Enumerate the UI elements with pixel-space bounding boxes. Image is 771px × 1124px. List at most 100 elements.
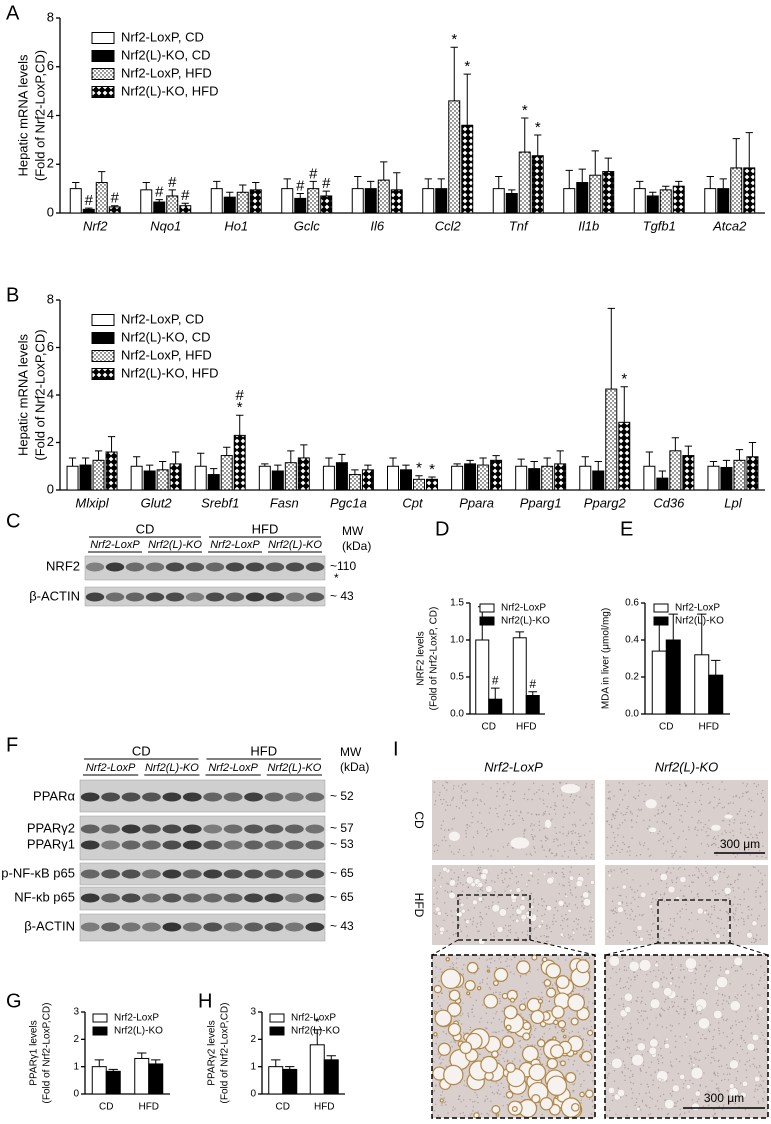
nucleus [700, 1085, 701, 1086]
nucleus [442, 1091, 443, 1092]
bar [718, 189, 729, 213]
lipid-droplet [730, 1001, 740, 1011]
significance-mark: # [155, 184, 164, 201]
lipid-droplet [698, 1018, 709, 1029]
nucleus [765, 1050, 766, 1051]
nucleus [438, 1115, 439, 1116]
nucleus [476, 926, 477, 927]
nucleus [461, 790, 462, 791]
nucleus [549, 813, 550, 814]
nucleus [663, 811, 664, 812]
nucleus [559, 883, 560, 884]
nucleus [629, 846, 630, 847]
lipid-droplet [676, 967, 678, 969]
nucleus [589, 805, 590, 806]
nucleus [496, 1082, 497, 1083]
nucleus [507, 1032, 508, 1033]
nucleus [673, 918, 674, 919]
nucleus [717, 1073, 718, 1074]
nucleus [759, 980, 760, 981]
nucleus [739, 1060, 740, 1061]
nucleus [492, 922, 493, 923]
nucleus [671, 959, 672, 960]
nucleus [530, 825, 531, 826]
nucleus [494, 881, 495, 882]
nucleus [691, 891, 692, 892]
nucleus [512, 819, 513, 820]
bar [657, 478, 668, 490]
nucleus [503, 1087, 504, 1088]
bar [336, 463, 347, 490]
nucleus [670, 872, 671, 873]
nucleus [446, 883, 447, 884]
lipid-droplet [609, 956, 620, 967]
nucleus [692, 1010, 693, 1011]
nucleus [490, 787, 491, 788]
nucleus [733, 904, 734, 905]
nucleus [636, 935, 637, 936]
nucleus [686, 839, 687, 840]
nucleus [657, 833, 658, 834]
nucleus [524, 836, 525, 837]
nucleus [618, 1047, 619, 1048]
nucleus [760, 872, 761, 873]
nucleus [586, 987, 587, 988]
significance-mark: * [416, 460, 422, 477]
nucleus [619, 852, 620, 853]
nucleus [531, 928, 532, 929]
nucleus [749, 1010, 750, 1011]
nucleus [714, 882, 715, 883]
nucleus [464, 783, 465, 784]
nucleus [694, 982, 695, 983]
mw-header: MW [340, 745, 362, 759]
nucleus [452, 1046, 453, 1047]
lipid-droplet [561, 1061, 566, 1066]
nucleus [524, 831, 525, 832]
mw-label: ~ 65 [330, 866, 354, 880]
nucleus [443, 1102, 444, 1103]
error-bar [213, 181, 220, 188]
nucleus [683, 969, 684, 970]
error-bar [252, 183, 259, 190]
lipid-droplet [506, 1092, 512, 1098]
nucleus [719, 1033, 720, 1034]
nucleus [757, 1016, 758, 1017]
nucleus [671, 879, 672, 880]
nucleus [694, 828, 695, 829]
nucleus [574, 824, 575, 825]
nucleus [541, 1053, 542, 1054]
x-tick-label: Ccl2 [435, 218, 462, 233]
nucleus [648, 826, 649, 827]
nucleus [521, 1096, 522, 1097]
nucleus [664, 1010, 665, 1011]
nucleus [615, 1113, 616, 1114]
nucleus [645, 1011, 646, 1012]
nucleus [736, 998, 737, 999]
nucleus [730, 938, 731, 939]
nucleus [671, 1066, 672, 1067]
nucleus [456, 962, 457, 963]
nucleus [499, 1093, 500, 1094]
y-axis-label: PPARγ1 levels [29, 1020, 40, 1085]
nucleus [449, 845, 450, 846]
nucleus [715, 890, 716, 891]
nucleus [523, 833, 524, 834]
lipid-droplet [636, 1107, 640, 1111]
nucleus [460, 1015, 461, 1016]
nucleus [445, 1104, 446, 1105]
lipid-droplet [669, 982, 672, 985]
nucleus [557, 795, 558, 796]
nucleus [757, 1100, 758, 1101]
nucleus [435, 914, 436, 915]
nucleus [714, 905, 715, 906]
nucleus [496, 1011, 497, 1012]
nucleus [764, 925, 765, 926]
nucleus [680, 1099, 681, 1100]
nucleus [715, 838, 716, 839]
nucleus [663, 843, 664, 844]
bar [606, 389, 617, 490]
nucleus [568, 1018, 569, 1019]
nucleus [644, 842, 645, 843]
nucleus [441, 1008, 442, 1009]
nucleus [505, 1052, 506, 1053]
